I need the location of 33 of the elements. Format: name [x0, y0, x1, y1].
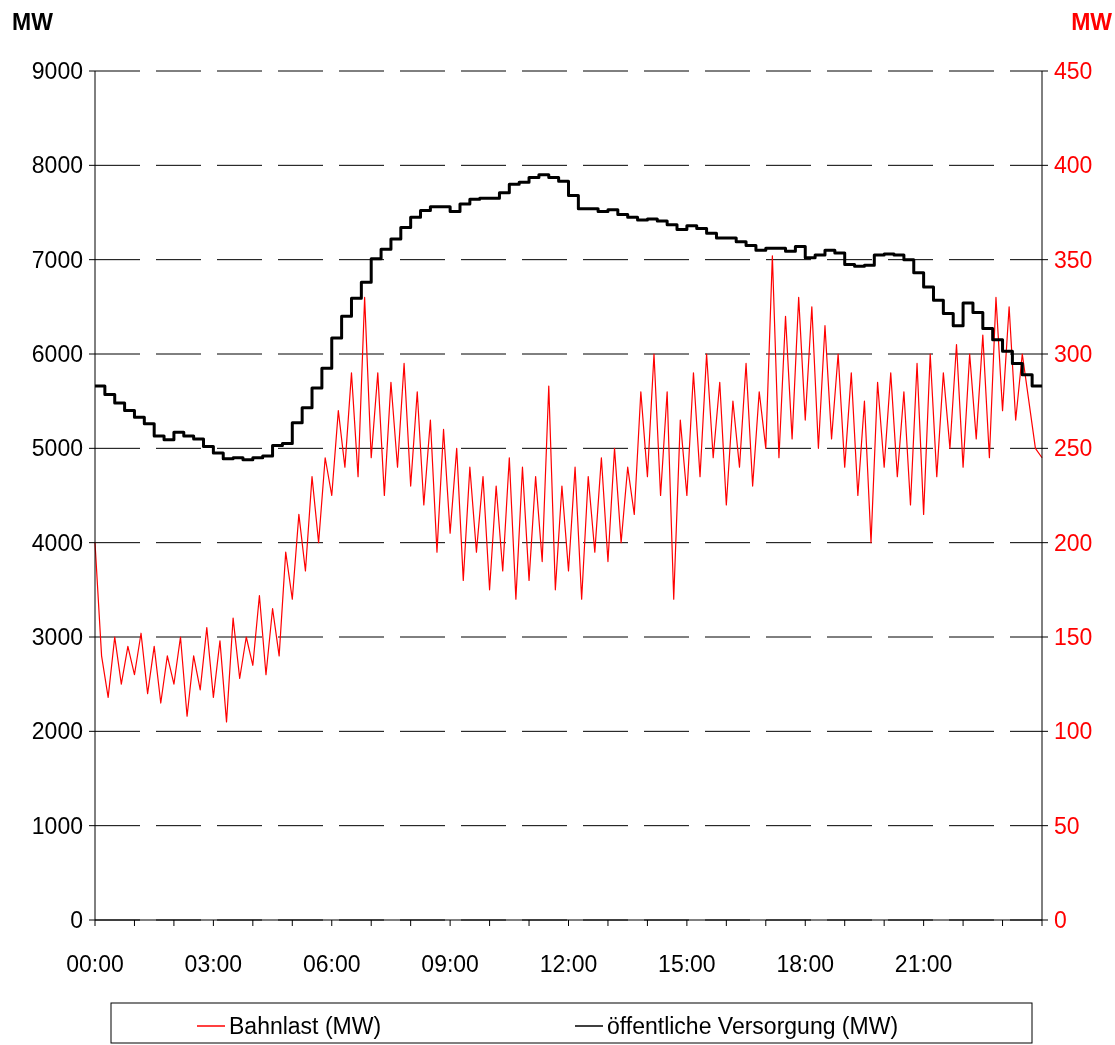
y2-tick-label: 300 [1054, 341, 1093, 368]
y2-tick-label: 400 [1054, 152, 1093, 179]
x-tick-label: 15:00 [658, 951, 716, 977]
y2-tick-label: 100 [1054, 718, 1093, 745]
y-tick-label: 4000 [31, 529, 83, 556]
x-tick-label: 03:00 [184, 951, 243, 977]
y-tick-label: 6000 [31, 341, 83, 368]
y-tick-label: 7000 [31, 246, 83, 273]
line-series [94, 255, 1043, 723]
y-tick-label: 1000 [31, 812, 83, 839]
x-tick-label: 12:00 [539, 951, 598, 977]
y-tick-label: 0 [70, 907, 83, 934]
y2-tick-label: 450 [1054, 58, 1093, 85]
y-tick-label: 5000 [31, 435, 83, 462]
legend-label: öffentliche Versorgung (MW) [607, 1013, 899, 1040]
x-tick-label: 00:00 [66, 951, 124, 977]
y2-tick-label: 350 [1054, 246, 1093, 273]
y-tick-label: 3000 [31, 624, 83, 651]
y2-axis-title: MW [1071, 9, 1113, 35]
y2-tick-label: 50 [1054, 812, 1080, 839]
legend-label: Bahnlast (MW) [229, 1013, 382, 1040]
y2-tick-label: 150 [1054, 624, 1093, 651]
x-tick-label: 06:00 [302, 951, 361, 977]
x-tick-label: 18:00 [776, 951, 835, 977]
x-tick-label: 21:00 [894, 951, 953, 977]
y2-tick-label: 0 [1054, 907, 1067, 934]
x-tick-label: 09:00 [421, 951, 479, 977]
y-tick-label: 8000 [31, 152, 83, 179]
y-tick-label: 2000 [31, 718, 83, 745]
y2-tick-label: 250 [1054, 435, 1093, 462]
y-axis-title: MW [12, 9, 54, 35]
y-tick-label: 9000 [31, 58, 83, 85]
y2-tick-label: 200 [1054, 529, 1093, 556]
